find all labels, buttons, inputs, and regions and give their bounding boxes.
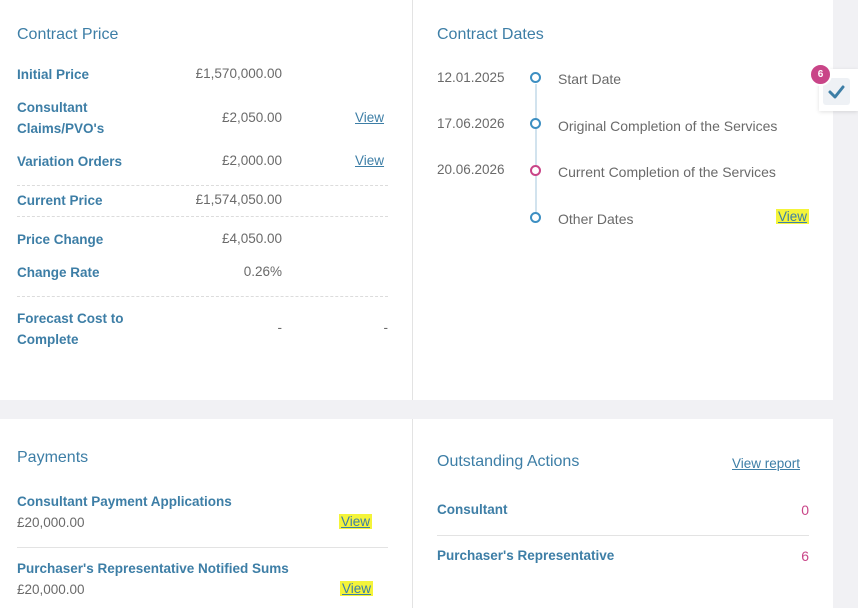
- initial-price-value: £1,570,000.00: [195, 66, 282, 81]
- start-date-value: 12.01.2025: [437, 70, 505, 85]
- panel-divider: [412, 419, 413, 608]
- current-completion-label: Current Completion of the Services: [558, 164, 776, 180]
- other-dates-label: Other Dates: [558, 211, 634, 227]
- contract-dates-title: Contract Dates: [437, 26, 544, 43]
- variation-orders-label: Variation Orders: [17, 154, 123, 169]
- timeline-dot: [530, 165, 541, 176]
- original-completion-date: 17.06.2026: [437, 116, 505, 131]
- purchaser-rep-actions-label: Purchaser's Representative: [437, 548, 615, 563]
- forecast-cost-value: -: [277, 320, 283, 335]
- divider: [17, 296, 388, 297]
- payments-title: Payments: [17, 449, 89, 466]
- payment-applications-view-link[interactable]: View: [339, 514, 373, 529]
- change-rate-label: Change Rate: [17, 265, 100, 280]
- notified-sums-amount: £20,000.00: [17, 582, 85, 597]
- payment-applications-amount: £20,000.00: [17, 515, 85, 530]
- timeline-track: [535, 84, 537, 218]
- price-change-value: £4,050.00: [221, 231, 282, 246]
- initial-price-label: Initial Price: [17, 67, 90, 82]
- contract-dates-panel: Contract Dates 12.01.2025 Start Date 17.…: [413, 0, 833, 400]
- notified-sums-label: Purchaser's Representative Notified Sums: [17, 561, 289, 576]
- outstanding-actions-title: Outstanding Actions: [437, 453, 580, 470]
- current-completion-date: 20.06.2026: [437, 162, 505, 177]
- check-icon: [828, 85, 845, 99]
- timeline-dot: [530, 72, 541, 83]
- forecast-cost-label: Forecast Cost to Complete: [17, 311, 124, 347]
- payment-applications-label: Consultant Payment Applications: [17, 494, 232, 509]
- divider: [17, 185, 388, 186]
- notification-widget[interactable]: [819, 69, 858, 111]
- divider: [17, 216, 388, 217]
- timeline-dot: [530, 212, 541, 223]
- consultant-claims-label: Consultant Claims/PVO's: [17, 100, 105, 136]
- current-price-label: Current Price: [17, 193, 103, 208]
- variation-orders-view-link[interactable]: View: [355, 153, 385, 168]
- notified-sums-view-link[interactable]: View: [340, 581, 374, 596]
- panel-divider: [412, 0, 413, 400]
- divider: [437, 535, 809, 536]
- original-completion-label: Original Completion of the Services: [558, 118, 778, 134]
- current-price-value: £1,574,050.00: [195, 192, 282, 207]
- consultant-actions-count: 0: [801, 502, 809, 518]
- forecast-cost-extra: -: [383, 320, 389, 335]
- other-dates-view-link[interactable]: View: [776, 209, 810, 224]
- purchaser-rep-actions-count: 6: [801, 548, 809, 564]
- price-change-label: Price Change: [17, 232, 104, 247]
- notification-badge: 6: [809, 63, 832, 86]
- divider: [17, 547, 388, 548]
- timeline-dot: [530, 118, 541, 129]
- consultant-actions-label: Consultant: [437, 502, 508, 517]
- contract-price-panel: Contract Price Initial Price £1,570,000.…: [0, 0, 412, 400]
- outstanding-actions-panel: Outstanding Actions View report Consulta…: [413, 419, 833, 608]
- contract-price-title: Contract Price: [17, 26, 119, 43]
- payments-panel: Payments Consultant Payment Applications…: [0, 419, 412, 608]
- view-report-link[interactable]: View report: [732, 456, 801, 471]
- start-date-label: Start Date: [558, 71, 622, 87]
- change-rate-value: 0.26%: [243, 264, 282, 279]
- variation-orders-value: £2,000.00: [221, 153, 282, 168]
- consultant-claims-view-link[interactable]: View: [355, 110, 385, 125]
- consultant-claims-value: £2,050.00: [221, 110, 282, 125]
